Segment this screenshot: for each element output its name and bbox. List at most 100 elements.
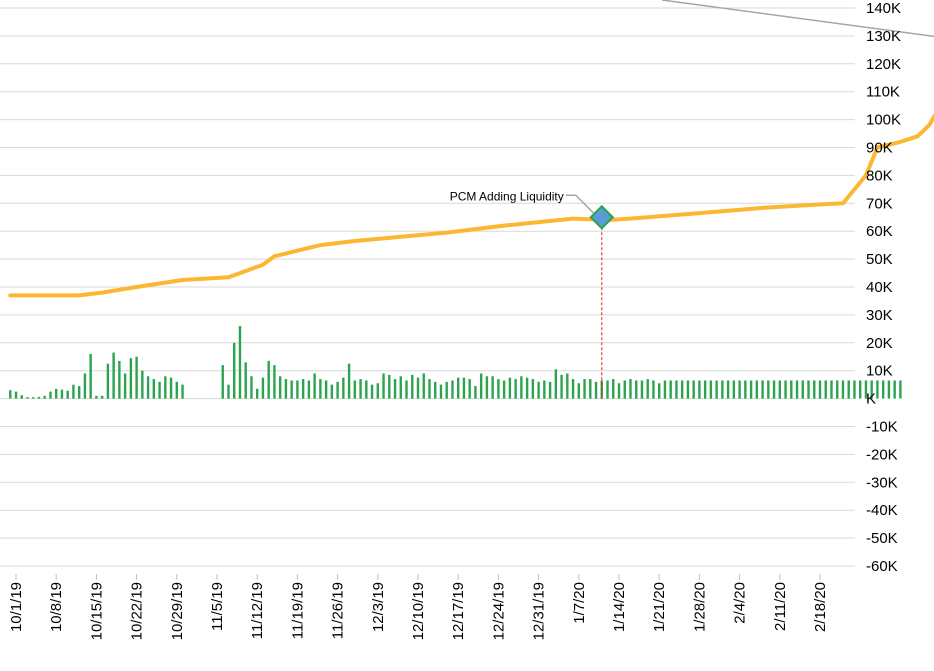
bar-series-0 <box>129 358 133 399</box>
bar-series-0 <box>474 386 477 399</box>
y-tick-label: 30K <box>866 307 893 324</box>
bar-series-0 <box>491 376 494 399</box>
bar-series-0 <box>744 380 747 399</box>
bar-series-0 <box>457 377 460 399</box>
x-tick-label: 12/3/19 <box>370 582 387 632</box>
bar-series-0 <box>485 376 489 399</box>
bar-series-0 <box>881 380 885 399</box>
bar-series-0 <box>801 380 804 399</box>
bar-series-0 <box>784 380 787 399</box>
bar-series-0 <box>89 353 92 399</box>
y-tick-label: -50K <box>866 530 898 547</box>
bar-series-0 <box>164 376 167 399</box>
bar-series-0 <box>853 380 856 399</box>
x-tick-label: 1/21/20 <box>651 582 668 632</box>
bar-series-0 <box>583 379 586 399</box>
bar-series-0 <box>313 373 316 399</box>
bar-series-0 <box>405 380 408 399</box>
bar-series-0 <box>635 380 638 399</box>
bar-series-0 <box>818 380 822 399</box>
bar-series-0 <box>146 376 150 399</box>
bar-series-0 <box>359 379 362 399</box>
bar-series-0 <box>439 384 443 399</box>
y-tick-label: 80K <box>866 167 893 184</box>
bar-series-0 <box>324 380 328 399</box>
bar-series-0 <box>571 379 575 399</box>
annotations-layer: PCM Adding Liquidity <box>450 0 934 399</box>
bar-series-0 <box>692 380 695 399</box>
bar-series-0 <box>772 380 776 399</box>
bar-series-0 <box>594 381 598 399</box>
bar-series-0 <box>841 380 845 399</box>
y-tick-label: 60K <box>866 223 893 240</box>
bar-series-0 <box>870 380 873 399</box>
bar-series-0 <box>468 379 471 399</box>
bar-series-0 <box>646 379 649 399</box>
bar-series-0 <box>502 380 506 399</box>
bar-series-0 <box>158 381 161 399</box>
bar-series-0 <box>399 376 402 399</box>
x-tick-label: 11/19/19 <box>289 582 306 639</box>
y-tick-label: 90K <box>866 140 893 157</box>
bar-series-0 <box>106 363 110 399</box>
bar-series-0 <box>112 352 115 399</box>
bar-series-0 <box>169 377 173 399</box>
bar-series-0 <box>43 395 46 399</box>
bar-series-0 <box>273 365 276 399</box>
bar-series-0 <box>864 380 868 399</box>
x-tick-label: 12/10/19 <box>410 582 427 640</box>
bar-series-0 <box>250 376 253 399</box>
y-tick-label: 10K <box>866 363 893 380</box>
bar-series-0 <box>100 395 104 399</box>
bar-series-0 <box>376 383 379 399</box>
bar-series-0 <box>365 380 368 399</box>
bar-series-0 <box>336 381 339 399</box>
bar-series-0 <box>778 380 781 399</box>
bar-series-0 <box>382 373 385 399</box>
bar-series-0 <box>411 374 414 399</box>
x-tick-label: 10/8/19 <box>48 582 65 632</box>
bar-series-0 <box>20 395 23 399</box>
annotation-marker <box>589 204 615 230</box>
bar-series-0 <box>726 380 730 399</box>
bar-series-0 <box>26 397 29 399</box>
bar-series-0 <box>899 380 902 399</box>
bar-series-0 <box>560 374 563 399</box>
x-tick-label: 2/18/20 <box>812 582 829 632</box>
bar-series-0 <box>566 373 569 399</box>
x-tick-label: 12/31/19 <box>531 582 548 640</box>
bar-series-0 <box>543 380 546 399</box>
bar-series-0 <box>416 377 420 399</box>
bar-series-0 <box>813 380 816 399</box>
bar-series-0 <box>612 379 615 399</box>
bar-series-0 <box>887 380 891 399</box>
bar-series-0 <box>589 379 592 399</box>
bar-series-0 <box>445 381 448 399</box>
bar-series-0 <box>893 380 896 399</box>
bar-series-0 <box>709 380 713 399</box>
x-tick-label: 10/29/19 <box>169 582 186 640</box>
bar-series-0 <box>49 391 52 399</box>
bar-series-0 <box>175 381 178 399</box>
bar-series-0 <box>32 397 35 399</box>
x-tick-label: 11/12/19 <box>249 582 266 639</box>
bar-series-0 <box>227 384 230 399</box>
y-tick-label: 70K <box>866 195 893 212</box>
bar-series-0 <box>629 379 632 399</box>
bar-series-0 <box>554 369 558 399</box>
x-tick-label: 2/4/20 <box>732 582 749 624</box>
bar-series-0 <box>876 380 879 399</box>
bar-series-0 <box>721 380 724 399</box>
bar-series-0 <box>296 380 299 399</box>
bar-series-0 <box>261 377 265 399</box>
bar-series-0 <box>836 380 839 399</box>
bar-series-0 <box>479 373 483 399</box>
bar-series-0 <box>617 383 621 399</box>
bar-series-0 <box>640 380 644 399</box>
line-series-3 <box>8 112 934 298</box>
bar-series-0 <box>284 379 288 399</box>
bar-series-0 <box>77 386 81 399</box>
bar-series-0 <box>675 380 678 399</box>
bar-series-0 <box>749 380 753 399</box>
bar-series-0 <box>123 373 127 399</box>
